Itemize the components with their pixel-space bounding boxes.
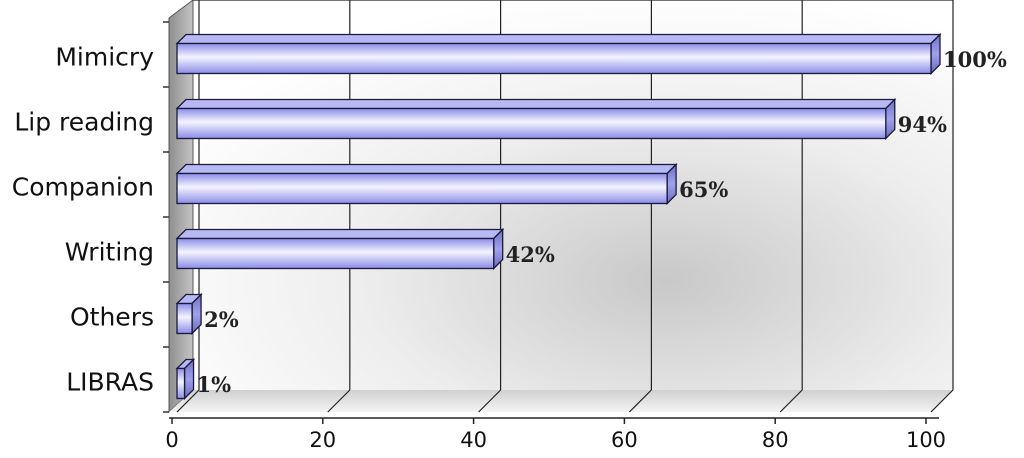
floor-gridline xyxy=(628,389,652,413)
x-tick-label: 80 xyxy=(762,428,789,452)
category-label: LIBRAS xyxy=(66,368,154,397)
data-label: 100% xyxy=(943,47,1007,72)
x-tick-label: 100 xyxy=(906,428,946,452)
category-label: Mimicry xyxy=(55,43,154,72)
bar-top xyxy=(175,33,942,45)
floor-gridline xyxy=(930,389,954,413)
category-label: Companion xyxy=(12,173,154,202)
data-label: 94% xyxy=(898,112,947,137)
bar-top xyxy=(175,228,505,240)
data-label: 1% xyxy=(197,372,232,397)
bar-group: 1% xyxy=(175,357,232,401)
bar-top xyxy=(175,98,897,110)
category-label: Lip reading xyxy=(14,108,154,137)
x-tick-label: 60 xyxy=(611,428,638,452)
bar-group: 2% xyxy=(175,292,239,336)
data-label: 65% xyxy=(679,177,728,202)
floor xyxy=(169,390,953,412)
bar-top xyxy=(175,163,678,175)
data-label: 2% xyxy=(204,307,239,332)
bar xyxy=(176,302,193,335)
x-tick-label: 20 xyxy=(309,428,336,452)
floor-gridline xyxy=(779,389,803,413)
floor-gridline xyxy=(327,389,351,413)
bar-group: 100% xyxy=(175,32,1007,76)
floor-gridline xyxy=(176,389,200,413)
x-tick-label: 0 xyxy=(165,428,178,452)
category-label: Writing xyxy=(65,238,154,267)
data-label: 42% xyxy=(506,242,555,267)
bar xyxy=(176,42,932,75)
x-tick-label: 40 xyxy=(460,428,487,452)
bar-group: 42% xyxy=(175,227,555,271)
bar xyxy=(176,107,887,140)
bars: 100% 94% 65% 42% 2% 1% xyxy=(175,32,1007,401)
category-label: Others xyxy=(70,303,154,332)
bar-group: 65% xyxy=(175,162,728,206)
bar-group: 94% xyxy=(175,97,947,141)
bar xyxy=(176,367,186,400)
category-labels: Mimicry Lip reading Companion Writing Others… xyxy=(12,43,154,397)
floor-gridline xyxy=(478,389,502,413)
x-axis-ticks: 0 20 40 60 80 100 xyxy=(165,418,946,452)
bar xyxy=(176,172,668,205)
bar xyxy=(176,237,495,270)
